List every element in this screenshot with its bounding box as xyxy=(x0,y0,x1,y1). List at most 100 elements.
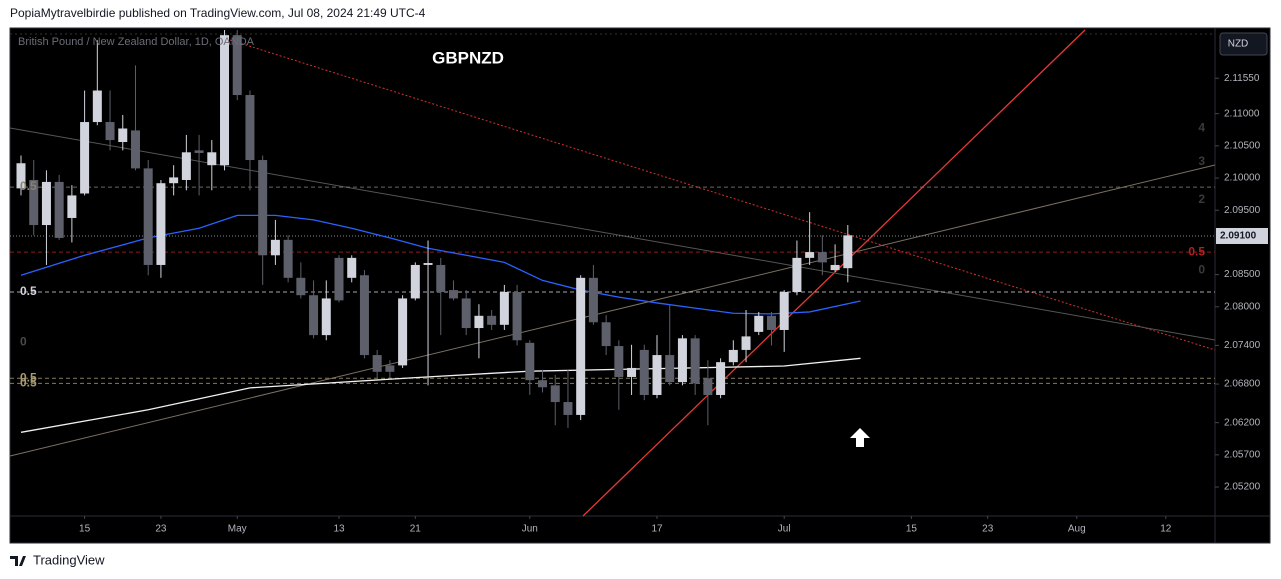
candle-body xyxy=(80,122,90,194)
candle-body xyxy=(194,150,204,153)
y-tick-label: 2.10500 xyxy=(1224,141,1261,152)
y-tick-label: 2.06800 xyxy=(1224,379,1261,390)
level-label: 2 xyxy=(1198,192,1205,206)
candle-body xyxy=(296,277,306,296)
candle-body xyxy=(550,385,560,403)
plot xyxy=(9,29,1216,517)
candle-body xyxy=(156,183,166,265)
candle-body xyxy=(703,378,713,395)
candle-body xyxy=(652,355,662,395)
x-tick-label: 23 xyxy=(155,524,167,535)
x-tick-label: Aug xyxy=(1068,524,1086,535)
candle-body xyxy=(779,291,789,330)
candle-body xyxy=(207,152,217,166)
candle-body xyxy=(817,252,827,263)
y-tick-label: 2.07400 xyxy=(1224,340,1261,351)
candle-body xyxy=(423,263,433,265)
symbol-label: British Pound / New Zealand Dollar, 1D, … xyxy=(18,36,255,48)
candle-body xyxy=(601,322,611,347)
candle-body xyxy=(766,315,776,330)
candle-body xyxy=(754,315,764,332)
candle-body xyxy=(487,315,497,325)
candle-body xyxy=(639,349,649,395)
x-tick-label: 15 xyxy=(79,524,91,535)
candle-body xyxy=(538,380,548,388)
candle-body xyxy=(499,291,509,325)
candle-body xyxy=(843,235,853,269)
y-tick-label: 2.11000 xyxy=(1224,108,1260,119)
x-tick-label: 15 xyxy=(906,524,918,535)
level-label: 0 xyxy=(20,334,27,348)
candle-body xyxy=(563,402,573,415)
candle-body xyxy=(512,291,522,341)
candle-body xyxy=(29,179,39,226)
candle-body xyxy=(359,275,369,356)
candle-body xyxy=(334,257,344,301)
currency-button[interactable] xyxy=(1219,32,1268,56)
x-tick-label: Jul xyxy=(778,524,791,535)
candle-body xyxy=(347,257,357,278)
y-tick-label: 2.08000 xyxy=(1224,301,1261,312)
candle-body xyxy=(385,365,395,372)
arrow xyxy=(850,428,870,447)
ma-line xyxy=(20,357,861,433)
y-tick-label: 2.05200 xyxy=(1224,482,1261,493)
candle-body xyxy=(16,163,26,189)
y-tick-label: 2.10000 xyxy=(1224,173,1261,184)
brand-logo xyxy=(10,556,26,566)
candle-body xyxy=(270,239,280,256)
candle-body xyxy=(665,355,675,383)
level-label: 0.5 xyxy=(20,370,37,384)
candle-body xyxy=(258,160,268,256)
candle-body xyxy=(245,95,255,161)
candle-body xyxy=(67,195,77,218)
candle-body xyxy=(309,295,319,336)
chart-panel xyxy=(9,27,1271,544)
header-text: PopiaMytravelbirdie published on Trading… xyxy=(10,6,426,20)
x-tick-label: 17 xyxy=(651,524,663,535)
currency-label: NZD xyxy=(1228,39,1249,50)
chart-title: GBPNZD xyxy=(432,48,504,67)
candle-body xyxy=(105,122,115,141)
candle-body xyxy=(474,315,484,329)
trend-line xyxy=(9,164,1216,457)
trend-line xyxy=(229,39,1216,351)
candle-body xyxy=(830,264,840,271)
y-tick-label: 2.05700 xyxy=(1224,449,1261,460)
candle-body xyxy=(741,336,751,350)
last-price-label: 2.09100 xyxy=(1220,231,1257,242)
x-tick-label: 12 xyxy=(1160,524,1172,535)
x-tick-label: 21 xyxy=(410,524,422,535)
candle-body xyxy=(690,338,700,384)
candle-body xyxy=(92,90,102,123)
ma-line xyxy=(20,214,861,315)
candle-body xyxy=(525,342,535,381)
candle-body xyxy=(321,298,331,336)
candle-body xyxy=(716,362,726,395)
y-tick-label: 2.06200 xyxy=(1224,417,1261,428)
x-tick-label: 13 xyxy=(333,524,345,535)
candle-body xyxy=(627,367,637,377)
candle-body xyxy=(461,298,471,329)
candle-body xyxy=(576,277,586,415)
y-tick-label: 2.08500 xyxy=(1224,269,1261,280)
candle-body xyxy=(143,168,153,265)
candle-body xyxy=(283,239,293,278)
level-label: 3 xyxy=(1198,154,1205,168)
candle-body xyxy=(398,298,408,366)
candle-body xyxy=(410,264,420,299)
level-label: 0.5 xyxy=(20,179,37,193)
candle-body xyxy=(588,277,598,323)
candle-body xyxy=(181,152,191,180)
level-label: 0.5 xyxy=(20,284,37,298)
candle-body xyxy=(220,35,230,166)
level-label: 0 xyxy=(1198,262,1205,276)
candle-body xyxy=(805,252,815,258)
level-label: 4 xyxy=(1198,121,1205,135)
candle-body xyxy=(448,290,458,299)
candle-body xyxy=(614,346,624,377)
candle-body xyxy=(41,181,51,226)
y-tick-label: 2.11550 xyxy=(1224,73,1260,84)
candle-body xyxy=(436,264,446,292)
